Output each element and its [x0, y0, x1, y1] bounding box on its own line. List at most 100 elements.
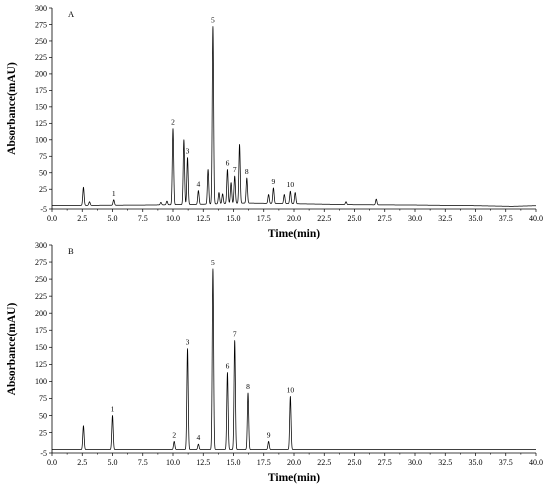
y-tick-label: 125 [35, 360, 47, 369]
peak-label-8: 8 [245, 167, 249, 176]
y-tick-label: 150 [35, 343, 47, 352]
x-tick-label: 35.0 [469, 214, 483, 223]
x-tick-label: 5.0 [108, 458, 118, 467]
x-tick-label: 27.5 [378, 214, 392, 223]
peak-point [284, 194, 286, 196]
peak-point [83, 186, 85, 188]
x-tick-label: 17.5 [257, 214, 271, 223]
y-tick-label: 225 [35, 53, 47, 62]
peak-point [227, 372, 229, 374]
y-tick-label: 250 [35, 275, 47, 284]
peak-point [166, 200, 168, 202]
peak-point [222, 193, 224, 195]
peak-point [246, 177, 248, 179]
peak-label-5: 5 [211, 15, 215, 24]
x-tick-label: 15.0 [227, 458, 241, 467]
peak-label-2: 2 [172, 430, 176, 439]
x-tick-label: 22.5 [317, 214, 331, 223]
x-tick-label: 30.0 [408, 458, 422, 467]
y-tick-label: 175 [35, 326, 47, 335]
peak-point [198, 190, 200, 192]
peak-point [268, 194, 270, 196]
y-tick-label: 150 [35, 103, 47, 112]
peak-point [273, 187, 275, 189]
peak-label-2: 2 [171, 118, 175, 127]
y-tick-label: 225 [35, 292, 47, 301]
y-tick-label: 25 [39, 185, 47, 194]
panel-label: B [68, 246, 74, 256]
y-tick-label: 175 [35, 86, 47, 95]
y-tick-label: 200 [35, 309, 47, 318]
peak-label-10: 10 [287, 385, 295, 394]
y-tick-label: -5 [40, 449, 47, 458]
peak-point [218, 192, 220, 194]
x-tick-label: 32.5 [438, 458, 452, 467]
x-tick-label: 37.5 [499, 214, 513, 223]
x-tick-label: 30.0 [408, 214, 422, 223]
peak-point [375, 198, 377, 200]
x-tick-label: 27.5 [378, 458, 392, 467]
peak-label-5: 5 [211, 258, 215, 267]
peak-label-7: 7 [233, 165, 237, 174]
x-tick-label: 40.0 [529, 214, 543, 223]
y-tick-label: 275 [35, 258, 47, 267]
x-tick-label: 40.0 [529, 458, 543, 467]
y-tick-label: 100 [35, 377, 47, 386]
peak-point [290, 396, 292, 398]
y-tick-label: 25 [39, 428, 47, 437]
y-tick-label: 300 [35, 4, 47, 13]
y-tick-label: 75 [39, 152, 47, 161]
panel-label: A [68, 9, 75, 19]
peak-label-6: 6 [226, 362, 230, 371]
x-tick-label: 10.0 [166, 458, 180, 467]
peak-point [290, 190, 292, 192]
peak-label-7: 7 [233, 329, 237, 338]
peak-point [247, 392, 249, 394]
y-tick-label: 50 [39, 411, 47, 420]
y-tick-label: 275 [35, 20, 47, 29]
chromatogram-trace [51, 26, 537, 207]
y-tick-label: 200 [35, 70, 47, 79]
y-tick-label: 50 [39, 169, 47, 178]
x-tick-label: 5.0 [108, 214, 118, 223]
peak-point [160, 202, 162, 204]
x-tick-label: 0.0 [47, 458, 57, 467]
y-axis-title: Absorbance(mAU) [6, 303, 18, 396]
peak-label-8: 8 [246, 382, 250, 391]
y-axis-title: Absorbance(mAU) [6, 62, 18, 155]
x-tick-label: 2.5 [77, 214, 87, 223]
peak-point [89, 201, 91, 203]
peak-label-4: 4 [197, 433, 201, 442]
peak-point [294, 192, 296, 194]
x-tick-label: 20.0 [287, 458, 301, 467]
peak-point [113, 199, 115, 201]
x-tick-label: 37.5 [499, 458, 513, 467]
peak-point [187, 157, 189, 159]
peak-point [239, 144, 241, 146]
x-tick-label: 35.0 [469, 458, 483, 467]
x-tick-label: 25.0 [348, 458, 362, 467]
peak-point [345, 201, 347, 203]
peak-point [112, 415, 114, 417]
x-tick-label: 32.5 [438, 214, 452, 223]
peak-point [183, 139, 185, 141]
x-tick-label: 17.5 [257, 458, 271, 467]
peak-point [212, 268, 214, 270]
x-tick-label: 22.5 [317, 458, 331, 467]
y-tick-label: 75 [39, 394, 47, 403]
chromatogram-trace [51, 268, 537, 450]
y-tick-label: -5 [40, 205, 47, 214]
peak-point [234, 340, 236, 342]
x-tick-label: 7.5 [138, 458, 148, 467]
peak-point [173, 441, 175, 443]
y-tick-label: 125 [35, 119, 47, 128]
peak-point [83, 425, 85, 427]
peak-label-9: 9 [272, 177, 276, 186]
peak-label-1: 1 [111, 404, 115, 413]
x-axis-title: Time(min) [268, 472, 320, 484]
peak-label-3: 3 [186, 147, 190, 156]
x-tick-label: 10.0 [166, 214, 180, 223]
